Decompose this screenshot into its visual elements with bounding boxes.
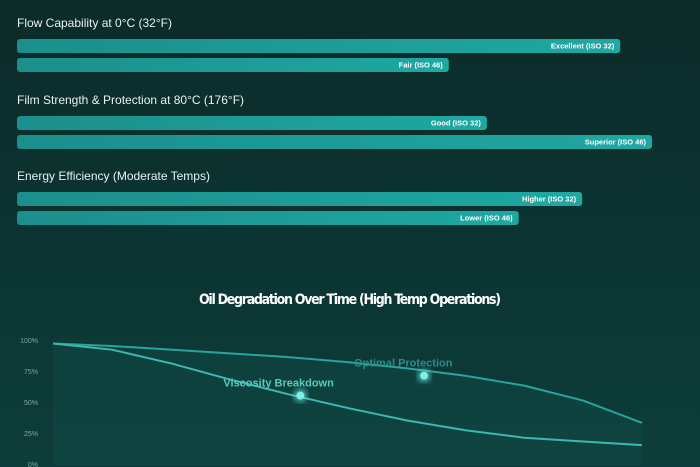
line (52, 342, 643, 447)
y-tick-label: 25% (24, 431, 38, 438)
y-tick-label: 0% (28, 462, 38, 467)
group-title: Film Strength & Protection at 80°C (176°… (17, 93, 244, 107)
bar-label: Good (ISO 32) (431, 118, 482, 127)
bar-label: Fair (ISO 46) (399, 60, 444, 69)
y-tick-label: 50% (24, 400, 38, 407)
bar-label: Superior (ISO 46) (585, 137, 647, 146)
bar (17, 211, 519, 225)
legend-label: Viscosity Breakdown (223, 377, 334, 389)
y-tick-label: 100% (20, 338, 38, 345)
bar (17, 39, 621, 53)
legend-label: Optimal Protection (354, 358, 453, 370)
bar-label: Lower (ISO 46) (460, 213, 513, 222)
marker (296, 391, 305, 400)
chart-title: Oil Degradation Over Time (High Temp Ope… (199, 292, 501, 308)
y-tick-label: 75% (24, 369, 38, 376)
bar (17, 135, 652, 149)
marker (420, 371, 429, 380)
bar-label: Higher (ISO 32) (522, 194, 577, 203)
group-title: Energy Efficiency (Moderate Temps) (17, 169, 210, 183)
bar (17, 116, 487, 130)
group-title: Flow Capability at 0°C (32°F) (17, 16, 172, 30)
bar-label: Excellent (ISO 32) (551, 41, 615, 50)
bar (17, 192, 583, 206)
bar (17, 58, 449, 72)
line (52, 342, 643, 424)
